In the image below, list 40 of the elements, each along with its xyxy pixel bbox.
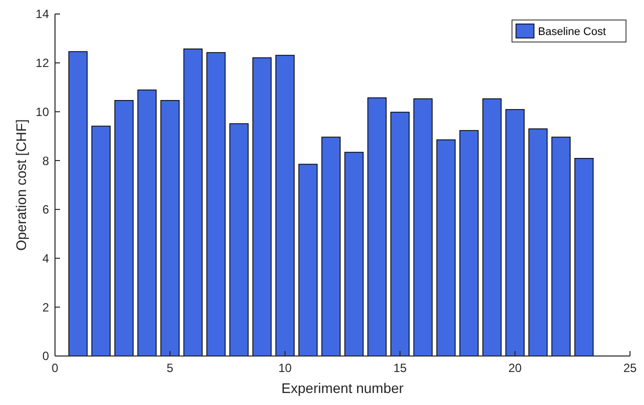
y-tick-label: 14 bbox=[36, 7, 50, 22]
bar bbox=[367, 97, 387, 356]
bar bbox=[528, 128, 548, 356]
y-tick-label: 2 bbox=[42, 300, 50, 314]
y-tick-label: 6 bbox=[42, 202, 50, 217]
bar bbox=[505, 109, 525, 356]
bar bbox=[482, 98, 502, 356]
bar bbox=[252, 57, 272, 356]
y-axis-title: Operation cost [CHF] bbox=[13, 119, 29, 251]
bar bbox=[275, 54, 295, 356]
bar bbox=[68, 51, 88, 356]
x-tick-label: 15 bbox=[393, 361, 407, 375]
y-tick-label: 0 bbox=[42, 349, 50, 364]
bar bbox=[91, 126, 111, 356]
x-axis-title: Experiment number bbox=[281, 380, 404, 396]
bar bbox=[206, 52, 226, 356]
x-tick-label: 5 bbox=[166, 361, 174, 375]
bar bbox=[137, 90, 157, 356]
y-tick-label: 12 bbox=[36, 56, 50, 70]
bar bbox=[344, 152, 364, 356]
bar bbox=[321, 136, 341, 356]
x-tick-label: 20 bbox=[508, 361, 522, 375]
y-tick-label: 10 bbox=[36, 104, 50, 119]
x-tick-label: 25 bbox=[623, 361, 637, 375]
bar bbox=[413, 98, 433, 356]
bar bbox=[551, 136, 571, 356]
bar bbox=[160, 100, 180, 356]
bar bbox=[574, 158, 594, 356]
bar bbox=[390, 112, 410, 356]
x-tick-label: 0 bbox=[52, 361, 59, 375]
bar bbox=[114, 100, 134, 356]
bar bbox=[183, 48, 203, 356]
bar bbox=[459, 130, 479, 356]
x-tick-label: 10 bbox=[278, 361, 292, 375]
bar bbox=[436, 139, 456, 356]
bar bbox=[229, 123, 249, 356]
legend-label: Baseline Cost bbox=[538, 26, 606, 38]
y-tick-label: 8 bbox=[42, 154, 50, 168]
y-tick-label: 4 bbox=[42, 251, 50, 266]
bar bbox=[298, 164, 318, 356]
